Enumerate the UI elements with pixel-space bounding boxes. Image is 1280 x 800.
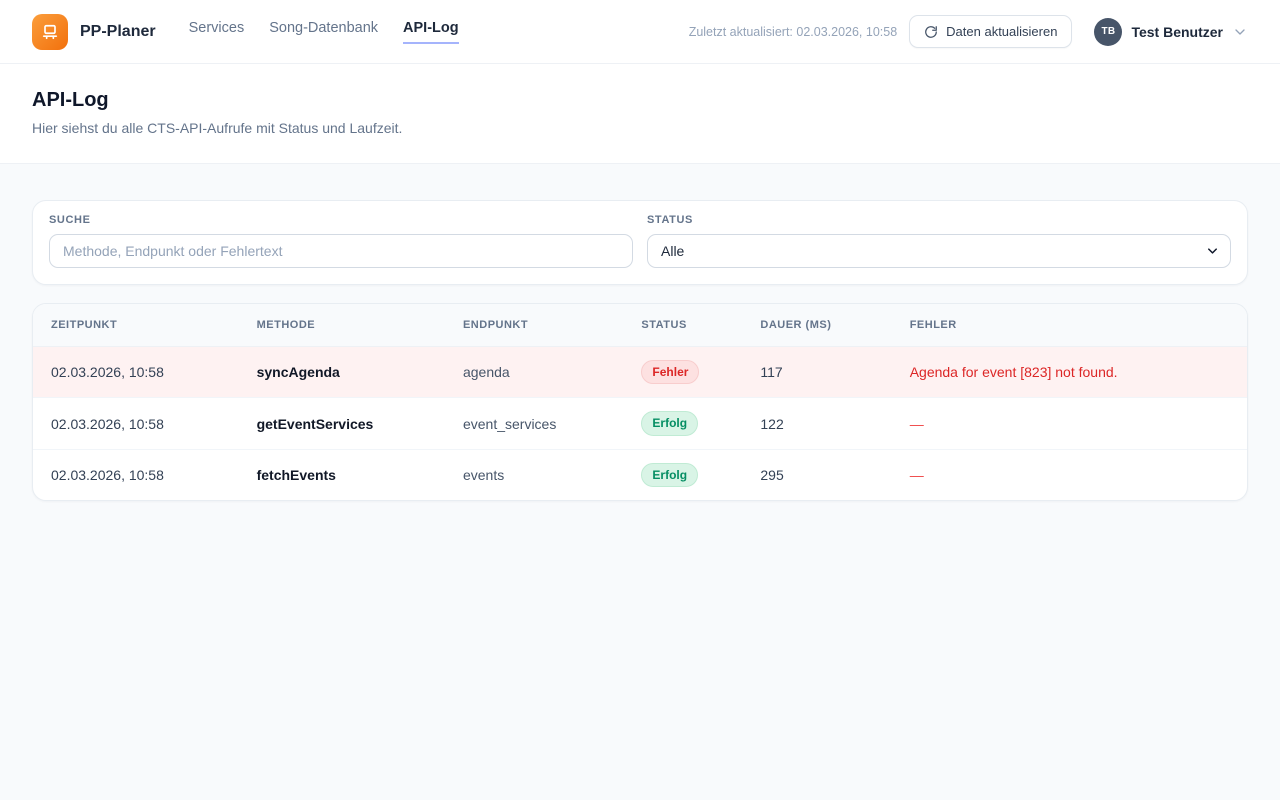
cell-endpunkt: events: [462, 466, 505, 483]
cell-fehler: —: [909, 466, 924, 483]
main-nav: Services Song-Datenbank API-Log: [189, 20, 459, 44]
refresh-icon: [924, 25, 938, 39]
search-input[interactable]: [49, 234, 633, 268]
last-updated-text: Zuletzt aktualisiert: 02.03.2026, 10:58: [688, 24, 898, 39]
table-body: 02.03.2026, 10:58 syncAgenda agenda Fehl…: [33, 346, 1247, 501]
cell-zeitpunkt: 02.03.2026, 10:58: [33, 346, 241, 399]
chevron-down-icon: [1232, 24, 1248, 40]
cell-endpunkt: agenda: [446, 346, 626, 399]
header-right: Zuletzt aktualisiert: 02.03.2026, 10:58 …: [689, 15, 1248, 48]
cell-methode: syncAgenda: [240, 346, 447, 399]
cell-dauer: 295: [760, 466, 784, 483]
brand[interactable]: PP-Planer: [32, 13, 156, 50]
avatar: TB: [1094, 17, 1123, 46]
cell-dauer: 117: [744, 346, 894, 399]
table-row: 02.03.2026, 10:58 getEventServices event…: [33, 397, 1247, 450]
status-select[interactable]: Alle: [647, 234, 1231, 268]
table-row: 02.03.2026, 10:58 syncAgenda agenda Fehl…: [33, 346, 1247, 399]
cell-fehler: Agenda for event [823] not found.: [893, 346, 1247, 399]
api-log-table: ZEITPUNKT METHODE ENDPUNKT STATUS DAUER …: [33, 304, 1247, 500]
cell-status: Erfolg: [625, 449, 744, 500]
cell-zeitpunkt: 02.03.2026, 10:58: [33, 397, 241, 450]
status-label: STATUS: [647, 214, 693, 226]
cell-methode: getEventServices: [240, 397, 447, 450]
status-badge: Erfolg: [641, 411, 699, 436]
page-head: API-Log Hier siehst du alle CTS-API-Aufr…: [0, 64, 1280, 164]
cell-methode: fetchEvents: [256, 466, 336, 483]
app-logo: [32, 13, 68, 50]
table-header: ZEITPUNKT METHODE ENDPUNKT STATUS DAUER …: [33, 304, 1247, 347]
cell-status: Fehler: [625, 346, 745, 399]
col-fehler: FEHLER: [893, 304, 1247, 347]
page-subtitle: Hier siehst du alle CTS-API-Aufrufe mit …: [32, 120, 403, 136]
status-badge: Erfolg: [641, 462, 699, 488]
cell-endpunkt: event_services: [446, 397, 626, 450]
brand-name: PP-Planer: [80, 22, 156, 40]
main-content: SUCHE STATUS Alle: [0, 164, 1280, 537]
user-name: Test Benutzer: [1131, 23, 1223, 40]
api-log-table-card: ZEITPUNKT METHODE ENDPUNKT STATUS DAUER …: [32, 303, 1248, 502]
cell-fehler: —: [893, 397, 1247, 450]
filter-card: SUCHE STATUS Alle: [32, 200, 1248, 285]
cell-status: Erfolg: [625, 397, 745, 450]
status-field-group: STATUS Alle: [647, 214, 1231, 268]
search-label: SUCHE: [49, 214, 91, 226]
presentation-icon: [40, 22, 60, 42]
col-methode: METHODE: [240, 304, 447, 347]
status-badge: Fehler: [641, 360, 700, 385]
refresh-data-button[interactable]: Daten aktualisieren: [909, 15, 1073, 48]
status-select-wrap: Alle: [647, 234, 1231, 268]
header-left: PP-Planer Services Song-Datenbank API-Lo…: [32, 13, 459, 50]
cell-zeitpunkt: 02.03.2026, 10:58: [51, 466, 164, 483]
table-row: 02.03.2026, 10:58 fetchEvents events Erf…: [33, 449, 1247, 500]
page-title: API-Log: [32, 89, 109, 111]
col-zeitpunkt: ZEITPUNKT: [33, 304, 241, 347]
app-header: PP-Planer Services Song-Datenbank API-Lo…: [0, 0, 1280, 64]
nav-item-song-datenbank[interactable]: Song-Datenbank: [269, 19, 379, 36]
nav-item-api-log[interactable]: API-Log: [403, 20, 459, 44]
nav-item-services[interactable]: Services: [188, 19, 245, 36]
cell-dauer: 122: [744, 397, 894, 450]
refresh-button-label: Daten aktualisieren: [946, 24, 1058, 39]
col-status: STATUS: [625, 304, 745, 347]
search-field-group: SUCHE: [49, 214, 633, 268]
col-endpunkt: ENDPUNKT: [446, 304, 626, 347]
col-dauer: DAUER (MS): [744, 304, 894, 347]
user-menu[interactable]: TB Test Benutzer: [1094, 17, 1248, 46]
